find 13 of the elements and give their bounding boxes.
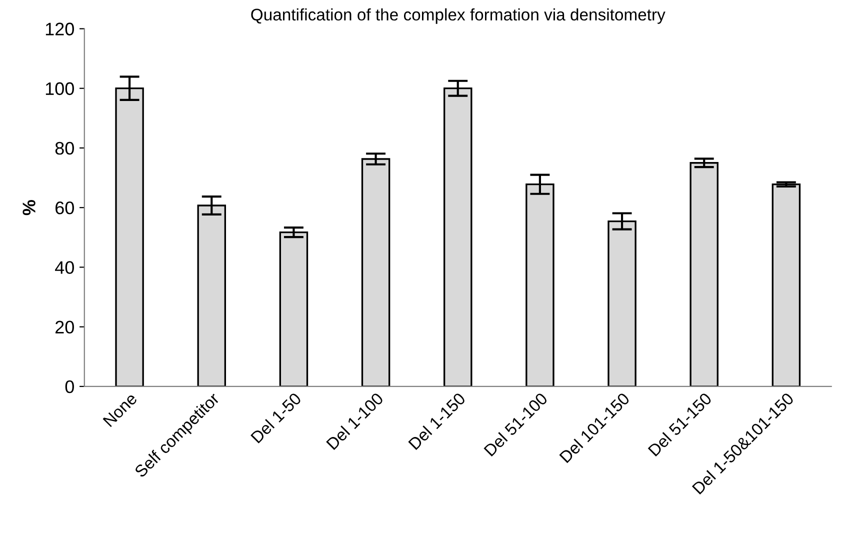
bar (772, 184, 801, 386)
y-tick-label: 100 (46, 82, 74, 96)
y-axis-title: % (22, 200, 36, 216)
y-tick-label: 60 (56, 202, 74, 214)
bar (279, 231, 308, 386)
bar (361, 158, 390, 386)
chart-title: Quantification of the complex formation via densitometry (251, 8, 666, 24)
y-tick-label: 0 (65, 380, 74, 394)
y-tick-label: 20 (56, 320, 74, 334)
y-tick-label: 80 (55, 142, 74, 155)
bar (690, 162, 718, 386)
y-tick-label: 40 (55, 261, 74, 274)
y-tick-label: 120 (46, 22, 74, 36)
